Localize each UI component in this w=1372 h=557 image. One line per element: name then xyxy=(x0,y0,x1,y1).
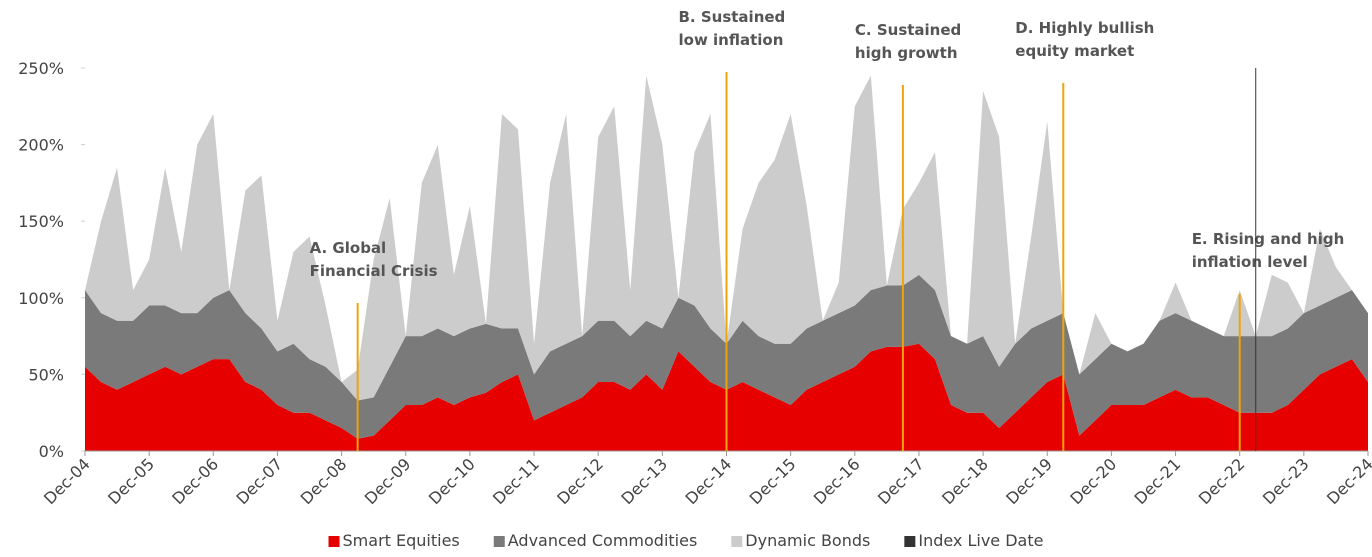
x-tick-label: Dec-21 xyxy=(1131,454,1185,508)
area xyxy=(85,75,1368,401)
x-tick-label: Dec-22 xyxy=(1195,454,1249,508)
x-tick-label: Dec-06 xyxy=(168,454,222,508)
legend-swatch xyxy=(328,536,340,547)
event-label: A. Global xyxy=(310,239,387,257)
event-label: low inflation xyxy=(679,31,784,49)
x-tick-label: Dec-24 xyxy=(1323,454,1372,508)
event-label: high growth xyxy=(855,44,958,62)
x-tick-label: Dec-20 xyxy=(1066,454,1120,508)
legend-label: Advanced Commodities xyxy=(508,531,698,550)
legend-swatch xyxy=(493,536,505,547)
y-tick-label: 0% xyxy=(39,442,64,461)
x-tick-label: Dec-04 xyxy=(40,454,94,508)
event-label: inflation level xyxy=(1192,253,1308,271)
event-label: C. Sustained xyxy=(855,21,961,39)
x-tick-label: Dec-16 xyxy=(810,454,864,508)
x-tick-label: Dec-23 xyxy=(1259,454,1313,508)
x-tick-label: Dec-11 xyxy=(489,454,543,508)
x-tick-label: Dec-19 xyxy=(1002,454,1056,508)
event-label: E. Rising and high xyxy=(1192,230,1345,248)
y-tick-label: 200% xyxy=(18,136,64,155)
event-label: D. Highly bullish xyxy=(1015,19,1154,37)
legend-swatch xyxy=(904,536,916,547)
event-label: Financial Crisis xyxy=(310,262,438,280)
x-tick-label: Dec-05 xyxy=(104,454,158,508)
legend-swatch xyxy=(731,536,743,547)
x-tick-label: Dec-08 xyxy=(297,454,351,508)
legend-label: Index Live Date xyxy=(918,531,1043,550)
event-label: B. Sustained xyxy=(679,8,786,26)
x-tick-label: Dec-07 xyxy=(232,454,286,508)
x-tick-label: Dec-14 xyxy=(682,454,736,508)
x-tick-label: Dec-12 xyxy=(553,454,607,508)
legend-label: Smart Equities xyxy=(343,531,460,550)
y-tick-label: 100% xyxy=(18,289,64,308)
y-tick-label: 50% xyxy=(28,365,64,384)
x-tick-label: Dec-17 xyxy=(874,454,928,508)
x-tick-label: Dec-18 xyxy=(938,454,992,508)
event-label: equity market xyxy=(1015,42,1134,60)
x-tick-label: Dec-13 xyxy=(617,454,671,508)
x-tick-label: Dec-09 xyxy=(361,454,415,508)
legend-label: Dynamic Bonds xyxy=(745,531,870,550)
x-tick-label: Dec-15 xyxy=(746,454,800,508)
y-tick-label: 150% xyxy=(18,212,64,231)
x-tick-label: Dec-10 xyxy=(425,454,479,508)
y-tick-label: 250% xyxy=(18,59,64,78)
